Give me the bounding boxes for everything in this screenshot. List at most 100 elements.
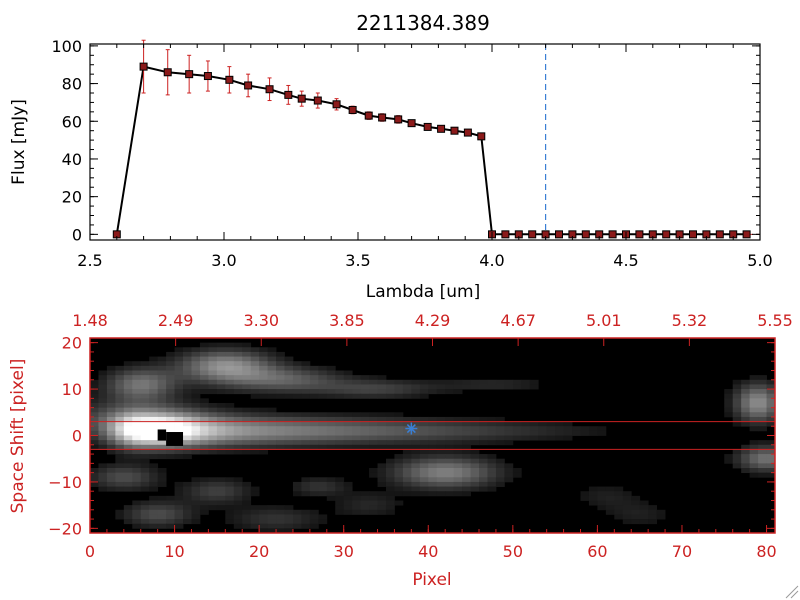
image-pixel [470, 416, 480, 422]
image-pixel [749, 375, 759, 381]
image-pixel [394, 416, 404, 422]
image-pixel [157, 523, 167, 529]
image-pixel [242, 384, 252, 390]
image-pixel [309, 421, 319, 427]
image-pixel [183, 347, 192, 353]
image-pixel [276, 389, 285, 395]
image-pixel [199, 365, 209, 371]
image-pixel [605, 509, 615, 515]
image-pixel [766, 393, 776, 399]
image-pixel [301, 421, 311, 427]
image-pixel [259, 412, 268, 418]
image-pixel [242, 351, 252, 357]
image-pixel [741, 454, 751, 460]
image-pixel [614, 491, 624, 497]
image-pixel [487, 435, 497, 441]
image-pixel [208, 384, 218, 390]
image-pixel [301, 435, 311, 441]
x-axis-label: Lambda [um] [366, 282, 480, 302]
image-pixel [208, 421, 218, 427]
image-pixel [225, 500, 235, 506]
image-pixel [115, 454, 125, 460]
image-pixel [174, 421, 184, 427]
image-pixel [284, 412, 294, 418]
image-pixel [470, 472, 480, 478]
image-pixel [183, 398, 192, 404]
image-pixel [445, 454, 455, 460]
image-pixel [149, 398, 159, 404]
image-pixel [436, 468, 446, 474]
image-pixel [411, 491, 421, 497]
image-pixel [343, 505, 353, 511]
image-pixel [538, 430, 548, 436]
image-pixel [250, 356, 260, 362]
image-pixel [199, 477, 209, 483]
data-point [689, 230, 697, 239]
image-pixel [242, 509, 252, 515]
image-pixel [639, 519, 649, 525]
image-pixel [462, 481, 471, 487]
image-pixel [140, 361, 150, 367]
image-pixel [326, 477, 336, 483]
image-pixel [216, 375, 226, 381]
image-pixel [250, 523, 260, 529]
image-pixel [741, 463, 751, 469]
image-pixel [132, 509, 142, 515]
image-pixel [419, 416, 429, 422]
image-pixel [90, 393, 99, 399]
image-pixel [436, 472, 446, 478]
image-pixel [191, 449, 201, 455]
image-pixel [149, 454, 159, 460]
image-pixel [462, 416, 471, 422]
image-pixel [90, 481, 99, 487]
image-pixel [335, 393, 345, 399]
star-marker [405, 422, 418, 435]
image-pixel [326, 435, 336, 441]
image-pixel [309, 379, 319, 385]
top-tick-label: 4.29 [415, 311, 451, 330]
image-pixel [369, 430, 378, 436]
image-pixel [419, 454, 429, 460]
image-pixel [428, 454, 438, 460]
image-pixel [98, 486, 108, 492]
image-pixel [385, 468, 395, 474]
data-point [450, 126, 459, 135]
x-tick-label: 2.5 [77, 251, 102, 270]
image-pixel [250, 491, 260, 497]
image-pixel [233, 523, 243, 529]
image-pixel [749, 468, 759, 474]
image-pixel [648, 509, 658, 515]
image-pixel [132, 486, 142, 492]
image-pixel [326, 379, 336, 385]
image-pixel [140, 421, 150, 427]
image-pixel [284, 370, 294, 376]
image-pixel [309, 486, 319, 492]
top-tick-label: 5.01 [586, 311, 622, 330]
image-pixel [149, 440, 159, 446]
image-pixel [555, 421, 564, 427]
resize-grip[interactable] [785, 585, 799, 599]
image-pixel [360, 444, 370, 450]
image-pixel [352, 426, 362, 432]
image-pixel [495, 379, 505, 385]
image-pixel [309, 370, 319, 376]
image-pixel [157, 365, 167, 371]
image-pixel [462, 379, 471, 385]
image-pixel [199, 351, 209, 357]
image-pixel [183, 384, 192, 390]
image-pixel [428, 389, 438, 395]
image-pixel [758, 440, 767, 446]
image-pixel [250, 421, 260, 427]
image-pixel [385, 477, 395, 483]
image-pixel [115, 384, 125, 390]
image-pixel [318, 477, 328, 483]
image-pixel [157, 444, 167, 450]
image-pixel [90, 430, 99, 436]
image-pixel [166, 500, 175, 506]
image-pixel [369, 379, 378, 385]
image-pixel [292, 389, 302, 395]
image-pixel [639, 505, 649, 511]
image-pixel [174, 449, 184, 455]
image-pixel [216, 481, 226, 487]
image-pixel [208, 449, 218, 455]
